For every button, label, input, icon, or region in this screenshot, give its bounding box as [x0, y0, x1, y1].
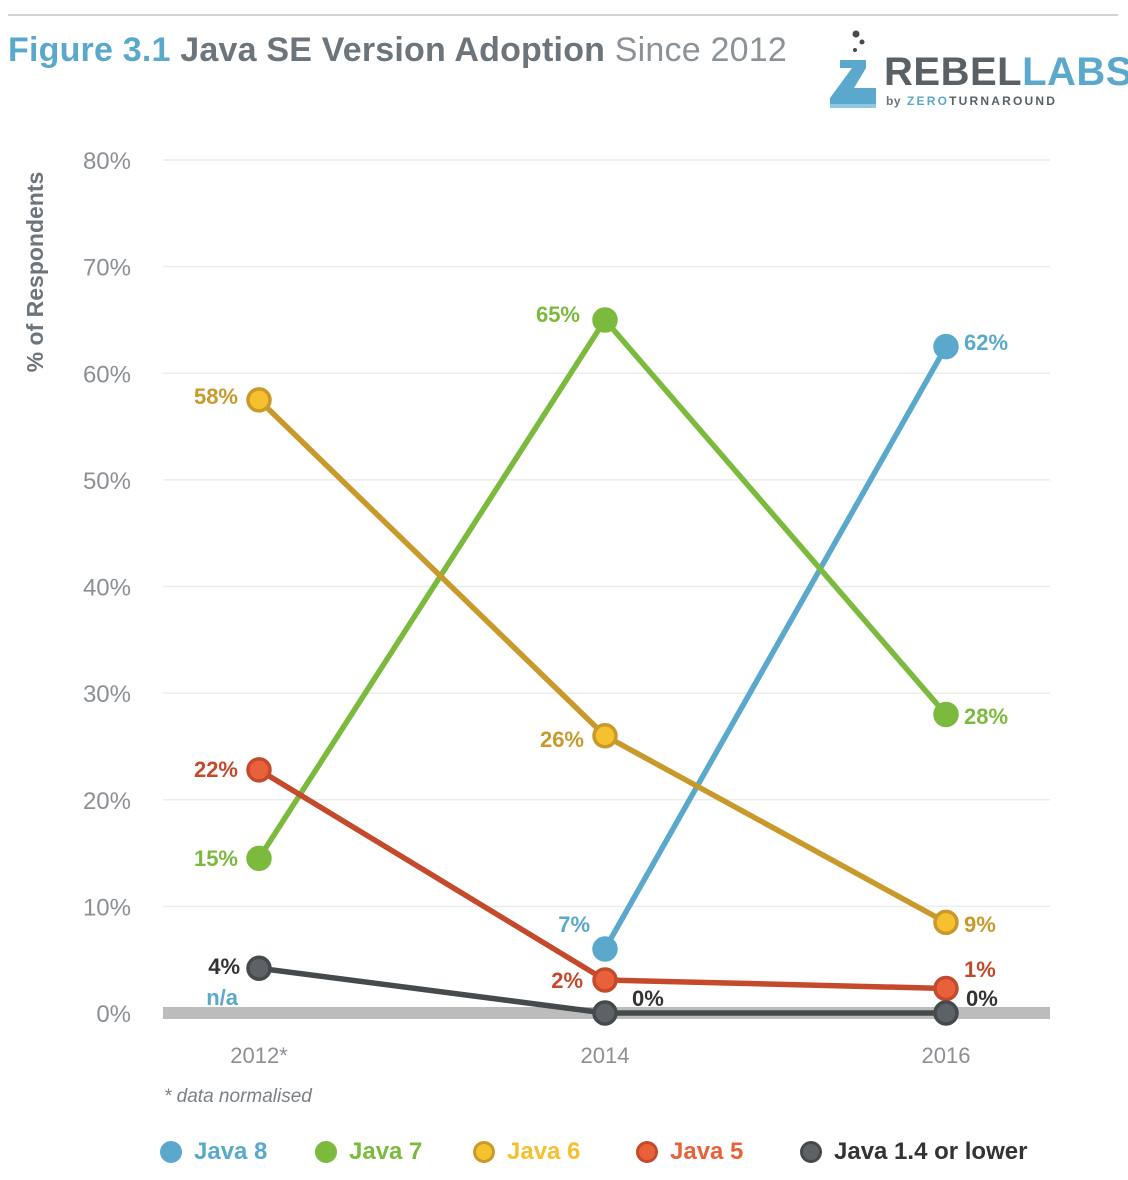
java-5-point: [933, 975, 959, 1002]
data-labels: n/a 7% 62% 15% 65% 28% 58% 26% 9% 22% 2% 1% 4% 0% 0%: [194, 302, 1008, 1011]
logo-byline: by ZEROTURNAROUND: [886, 94, 1057, 108]
java-8-data-label: n/a: [206, 985, 239, 1010]
chart-title: Figure 3.1 Java SE Version Adoption Sinc…: [8, 28, 787, 72]
java-7-data-label: 28%: [964, 704, 1008, 729]
legend-label: Java 7: [349, 1138, 423, 1165]
y-tick-label: 80%: [83, 148, 131, 175]
legend: Java 8 Java 7 Java 6 Java 5 Java 1.4 or lowe…: [160, 1134, 1120, 1170]
grid: [163, 159, 1050, 1019]
flask-icon: [830, 30, 876, 108]
java-8-point: [933, 333, 959, 360]
logo-wordmark: REBELLABS: [884, 50, 1128, 94]
java-5-data-label: 22%: [194, 757, 238, 782]
x-tick-label: 2016: [922, 1043, 971, 1068]
java-6-data-label: 26%: [540, 727, 584, 752]
java-6-point: [592, 723, 618, 749]
legend-swatch: [800, 1141, 822, 1163]
legend-label: Java 8: [194, 1138, 268, 1165]
y-tick-label: 50%: [83, 468, 131, 495]
legend-swatch: [473, 1141, 495, 1163]
legend-label: Java 1.4 or lower: [834, 1138, 1028, 1165]
java-7-data-label: 65%: [536, 302, 580, 327]
java-5-data-label: 1%: [964, 957, 996, 982]
java-5-data-label: 2%: [551, 968, 583, 993]
logo-word-labs: LABS: [1022, 50, 1128, 94]
legend-swatch: [160, 1141, 182, 1163]
y-tick-label: 30%: [83, 681, 131, 708]
legend-label: Java 6: [507, 1138, 581, 1165]
legend-swatch: [315, 1141, 337, 1163]
logo-by-turnaround: TURNAROUND: [949, 94, 1058, 108]
legend-item-java-5: Java 5: [636, 1134, 743, 1170]
x-tick-label: 2014: [581, 1043, 630, 1068]
java-8-data-label: 62%: [964, 330, 1008, 355]
java-1-4-or-lower-data-label: 0%: [632, 986, 664, 1011]
y-axis-label: % of Respondents: [22, 172, 48, 373]
java-7-data-label: 15%: [194, 846, 238, 871]
y-tick-label: 10%: [83, 894, 131, 921]
java-7-point: [933, 701, 959, 728]
y-tick-label: 20%: [83, 788, 131, 815]
x-axis: 2012* 2014 2016: [230, 1043, 970, 1068]
java-5-point: [246, 757, 272, 783]
y-tick-label: 60%: [83, 361, 131, 388]
java-8-point: [592, 936, 618, 962]
java-1-4-or-lower-data-label: 0%: [966, 986, 998, 1011]
y-tick-label: 0%: [96, 1001, 131, 1028]
y-tick-label: 40%: [83, 575, 131, 602]
logo-by-zero: ZERO: [907, 94, 950, 108]
logo-by: by: [886, 94, 902, 108]
java-5-point: [592, 967, 618, 993]
legend-item-java-1-4-or-lower: Java 1.4 or lower: [800, 1134, 1027, 1170]
java-6-point: [933, 909, 959, 936]
title-subtitle: Since 2012: [614, 31, 787, 69]
java-6-point: [246, 387, 272, 413]
top-rule: [8, 14, 1118, 16]
java-6-line: [256, 397, 949, 926]
y-axis: 0% 10% 20% 30% 40% 50% 60% 70% 80%: [83, 148, 131, 1028]
series-points: [246, 307, 959, 1026]
java-8-data-label: 7%: [558, 912, 590, 937]
y-tick-label: 70%: [83, 255, 131, 282]
java-6-data-label: 58%: [194, 384, 238, 409]
rebellabs-logo: REBELLABS by ZEROTURNAROUND: [826, 28, 1128, 118]
legend-swatch: [636, 1141, 658, 1163]
java-7-point: [592, 307, 618, 333]
legend-label: Java 5: [670, 1138, 744, 1165]
legend-item-java-6: Java 6: [473, 1134, 580, 1170]
legend-item-java-8: Java 8: [160, 1134, 267, 1170]
figure-label: Figure 3.1: [8, 31, 171, 69]
title-text: Java SE Version Adoption: [180, 31, 606, 69]
x-tick-label: 2012*: [230, 1043, 288, 1068]
series-lines: [256, 317, 949, 1016]
java-1-4-or-lower-point: [246, 955, 272, 981]
java-1-4-or-lower-point: [933, 1000, 959, 1026]
java-7-line: [256, 317, 949, 862]
java-1-4-or-lower-data-label: 4%: [208, 954, 240, 979]
java-1-4-or-lower-point: [592, 1000, 618, 1026]
java-8-line: [602, 343, 949, 952]
java-7-point: [246, 845, 272, 872]
footnote: * data normalised: [164, 1086, 312, 1107]
java-6-data-label: 9%: [964, 912, 996, 937]
legend-item-java-7: Java 7: [315, 1134, 422, 1170]
logo-word-rebel: REBEL: [884, 50, 1023, 94]
